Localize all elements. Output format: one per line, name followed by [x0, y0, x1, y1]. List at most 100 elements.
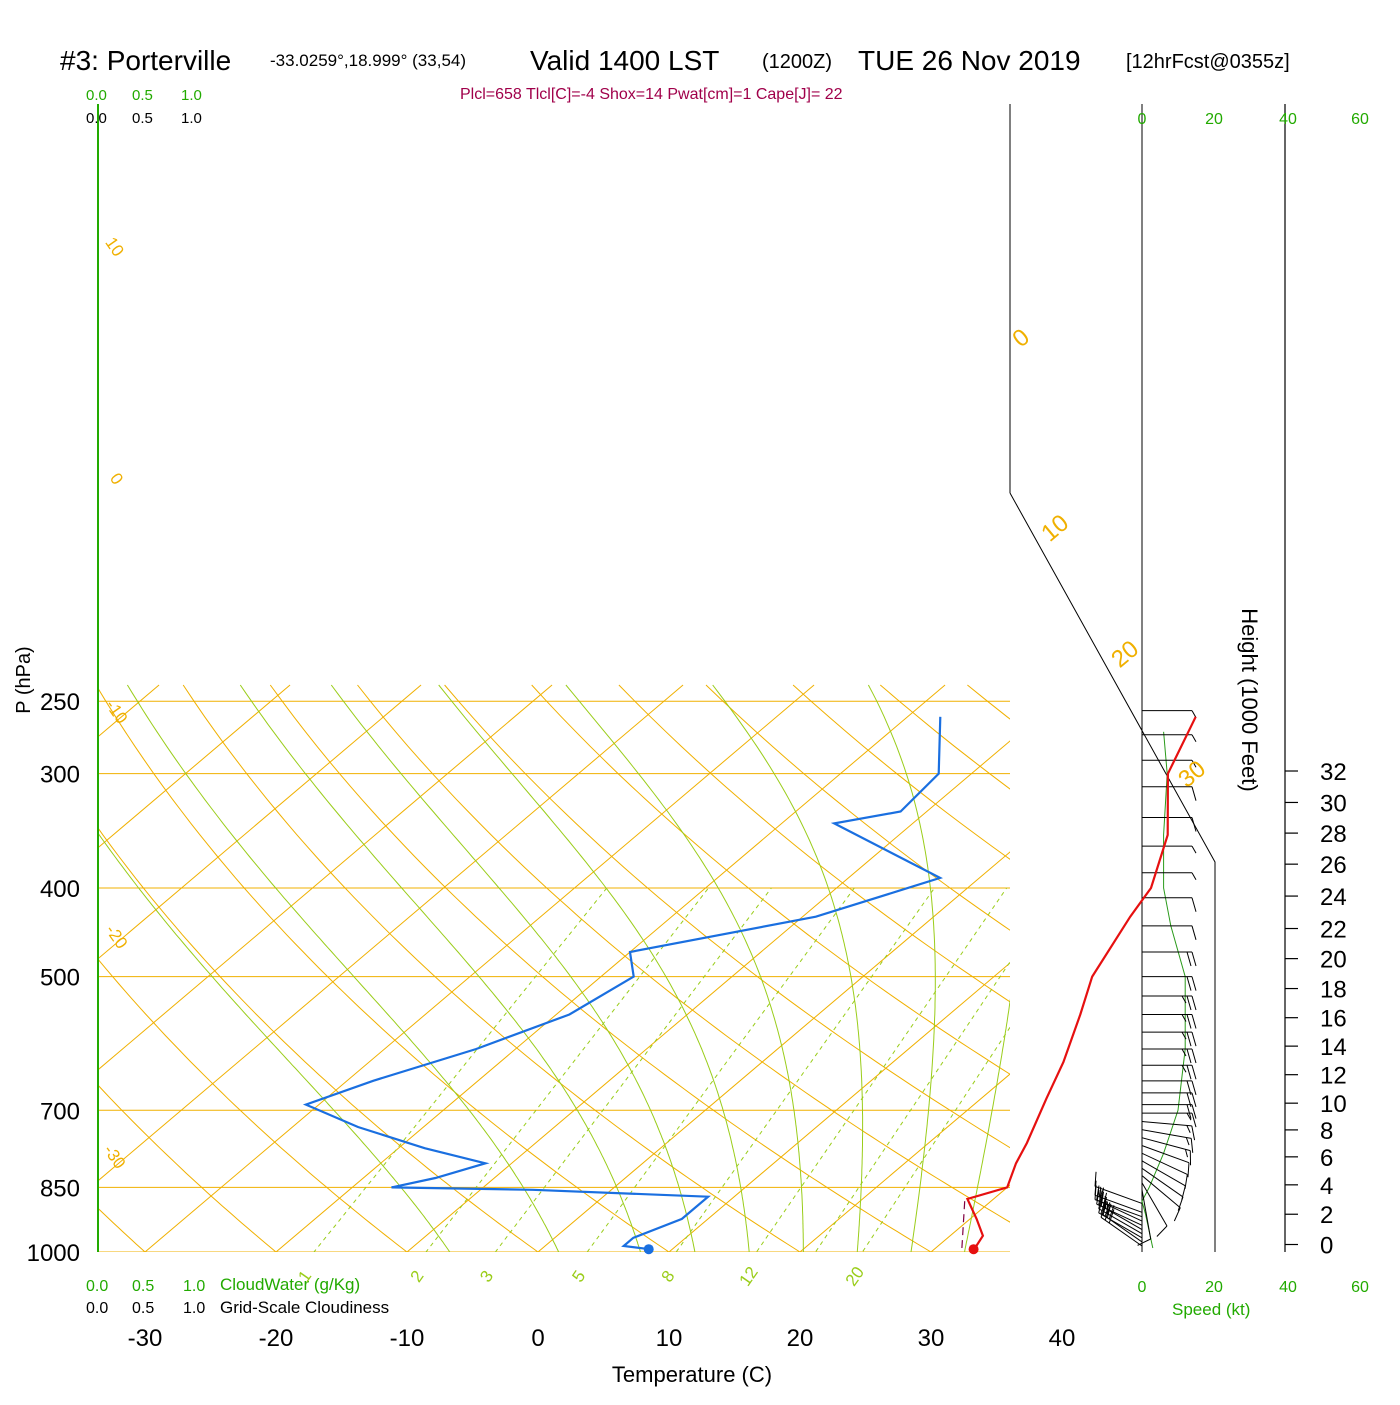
cloudwater-bottom-tick-2: 1.0 [183, 1278, 205, 1295]
height-tick-label: 22 [1320, 917, 1347, 944]
wind-barb-feather [1192, 711, 1196, 718]
dry-adiabat [183, 685, 831, 1271]
pressure-tick-label: 400 [40, 876, 80, 903]
station-coords: -33.0259°,18.999° (33,54) [270, 51, 466, 70]
isotherm-line [0, 685, 683, 1271]
speed-tick-bottom: 40 [1279, 1279, 1297, 1296]
dry-adiabat [706, 685, 1400, 1271]
isotherm-line [384, 685, 1076, 1271]
dry-adiabat-label: -20 [102, 921, 132, 952]
wind-barb-feather [1192, 1032, 1196, 1046]
wind-barb-feather [1185, 1149, 1187, 1157]
dry-adiabat [9, 685, 566, 1271]
dry-adiabat [1055, 685, 1400, 1271]
wind-barb-staff [1099, 1209, 1142, 1234]
height-tick-label: 30 [1320, 790, 1347, 817]
speed-tick-top: 0 [1138, 111, 1147, 128]
wind-barb-feather [1186, 1137, 1189, 1145]
pressure-tick-label: 300 [40, 762, 80, 789]
height-axis-label: Height (1000 Feet) [1237, 608, 1262, 791]
theta-label: 30 [1173, 755, 1211, 793]
wind-barb-feather [1192, 926, 1196, 940]
mixing-ratio-label: 8 [658, 1267, 679, 1286]
wind-barb-feather [1187, 1032, 1191, 1046]
dry-adiabat-label: 0 [106, 470, 127, 489]
wind-barb-feather [1192, 1126, 1195, 1140]
cloudiness-label: Grid-Scale Cloudiness [220, 1298, 389, 1317]
speed-tick-bottom: 60 [1351, 1279, 1369, 1296]
wind-barb [1142, 1049, 1196, 1063]
mixing-ratio-label: 20 [842, 1263, 868, 1289]
mixing-ratio-line [743, 888, 1006, 1271]
wind-barb-feather [1187, 996, 1191, 1010]
wind-barb-feather [1188, 1163, 1189, 1178]
stability-indices: Plcl=658 Tlcl[C]=-4 Shox=14 Pwat[cm]=1 C… [460, 86, 843, 103]
speed-axis-label: Speed (kt) [1172, 1300, 1250, 1319]
wind-barb-staff [1142, 1190, 1151, 1239]
height-tick-label: 10 [1320, 1091, 1347, 1118]
utc-time: (1200Z) [762, 51, 832, 73]
station-title: #3: Porterville [60, 45, 231, 76]
wind-barb-staff [1142, 1183, 1167, 1226]
dry-adiabat-label: -30 [100, 1141, 130, 1172]
isotherm-line [1301, 685, 1400, 1271]
moist-adiabat [127, 685, 567, 1271]
pressure-tick-label: 850 [40, 1175, 80, 1202]
temperature-tick-label: -10 [390, 1325, 425, 1352]
wind-barb-feather [1157, 1226, 1167, 1236]
wind-barb-feather [1187, 1125, 1190, 1132]
height-tick-label: 14 [1320, 1034, 1347, 1061]
speed-tick-bottom: 0 [1138, 1279, 1147, 1296]
temperature-axis-label: Temperature (C) [612, 1362, 772, 1387]
dry-adiabat [0, 685, 167, 1271]
wind-barb-feather [1192, 996, 1196, 1010]
wind-barb-staff [1142, 1153, 1187, 1174]
temperature-tick-label: 10 [656, 1325, 683, 1352]
height-tick-label: 0 [1320, 1233, 1333, 1260]
moist-adiabat [240, 685, 646, 1271]
wind-barb [1142, 735, 1196, 742]
temperature-tick-label: 40 [1049, 1325, 1076, 1352]
wind-barb-feather [1187, 977, 1191, 991]
mixing-ratio-line [662, 888, 934, 1271]
height-tick-label: 16 [1320, 1006, 1347, 1033]
pressure-axis-label: P (hPa) [13, 646, 35, 713]
wind-barb-feather [1192, 952, 1196, 966]
moist-adiabat [439, 685, 751, 1271]
wind-barb [1142, 1032, 1196, 1046]
temperature-tick-label: 20 [787, 1325, 814, 1352]
wind-barb-feather [1174, 1208, 1180, 1221]
temperature-tick-label: -30 [128, 1325, 163, 1352]
forecast-info: [12hrFcst@0355z] [1126, 51, 1290, 73]
pressure-tick-label: 500 [40, 965, 80, 992]
valid-time: Valid 1400 LST [530, 45, 719, 76]
pressure-tick-label: 1000 [27, 1240, 80, 1267]
speed-tick-top: 60 [1351, 111, 1369, 128]
height-tick-label: 6 [1320, 1145, 1333, 1172]
height-tick-label: 26 [1320, 852, 1347, 879]
wind-barb [1142, 996, 1196, 1010]
wind-barb [1142, 952, 1196, 966]
height-tick-label: 18 [1320, 977, 1347, 1004]
wind-barb-feather [1192, 735, 1196, 742]
dry-adiabat [0, 685, 34, 1271]
wind-barb-feather [1192, 1093, 1196, 1107]
mixing-ratio-label: 5 [568, 1267, 589, 1286]
cloudwater-scale-top: 0.0 0.5 1.0 0.0 0.5 1.0 [86, 87, 202, 127]
wind-barb [1142, 1065, 1196, 1079]
wind-barb-staff [1142, 1130, 1191, 1139]
wind-barb [1142, 1014, 1196, 1028]
wind-barb-feather [1187, 952, 1191, 966]
plot-frame [98, 104, 1285, 1252]
wind-barb [1142, 873, 1196, 880]
pressure-tick-label: 250 [40, 689, 80, 716]
wind-barb [1142, 926, 1196, 940]
cloudwater-bottom-tick-0: 0.0 [86, 1278, 108, 1295]
wind-barb [1142, 977, 1196, 991]
forecast-date: TUE 26 Nov 2019 [858, 45, 1081, 76]
theta-label: 20 [1106, 635, 1144, 673]
height-tick-label: 4 [1320, 1173, 1333, 1200]
cloudiness-bottom-tick-1: 0.5 [132, 1300, 154, 1317]
